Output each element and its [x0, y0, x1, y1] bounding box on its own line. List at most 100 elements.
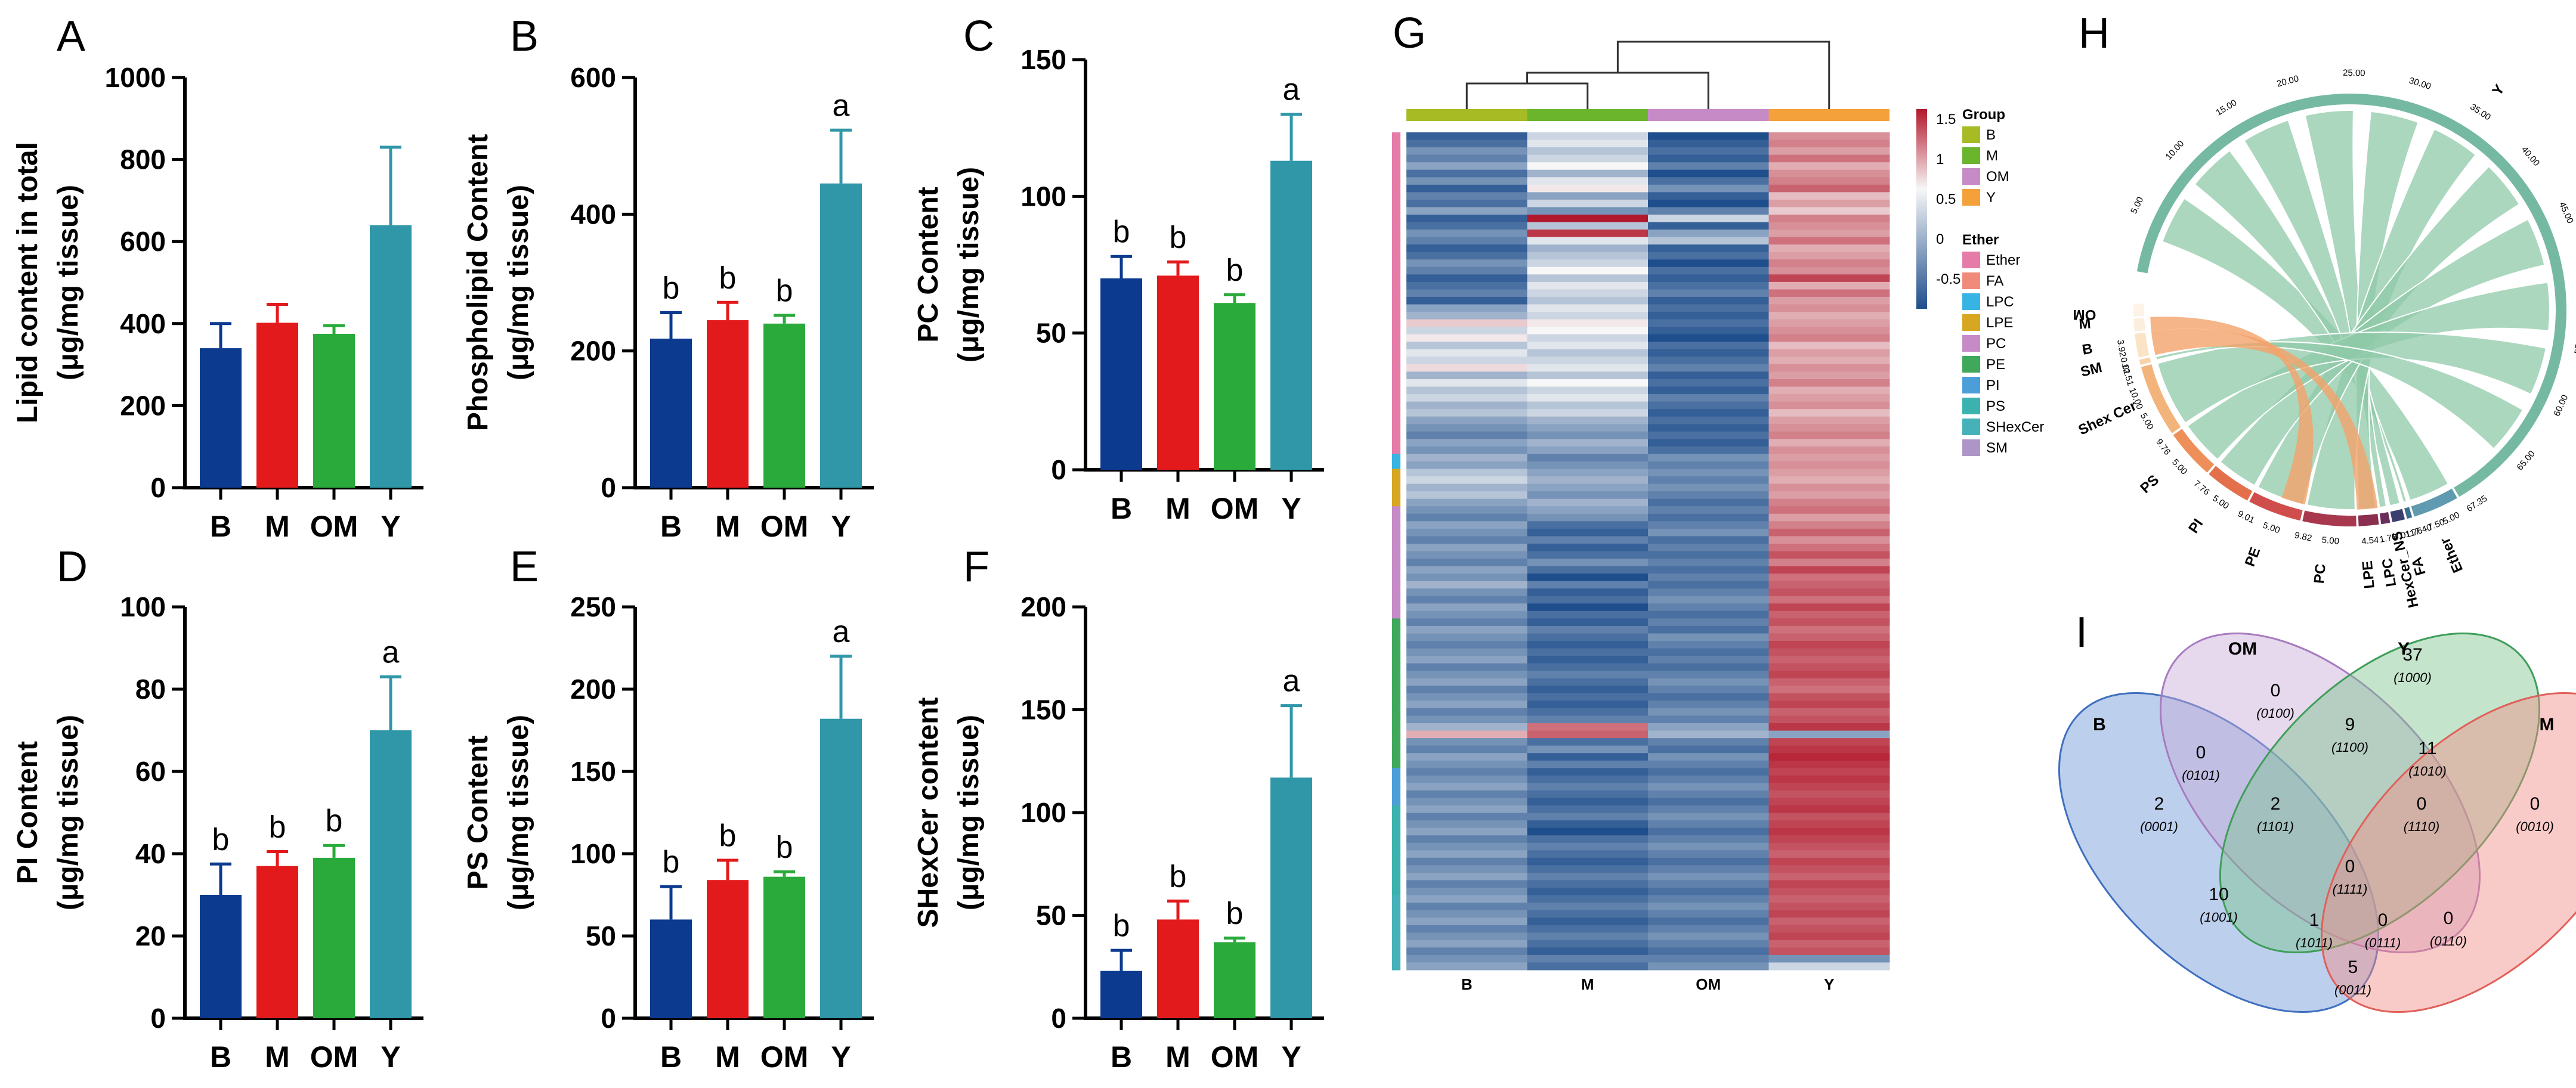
significance-letter: b: [1226, 253, 1244, 287]
heatmap-cell: [1648, 506, 1769, 514]
row-class-annotation: [1392, 917, 1400, 926]
column-label: B: [1461, 975, 1473, 993]
heatmap-cell: [1768, 783, 1890, 791]
heatmap-cell: [1406, 140, 1527, 148]
heatmap-cell: [1768, 723, 1890, 731]
heatmap-cell: [1648, 192, 1769, 200]
heatmap-cell: [1648, 566, 1769, 574]
significance-letter: b: [1113, 215, 1130, 249]
bar-B: [1100, 278, 1142, 470]
significance-letter: b: [776, 274, 793, 308]
heatmap-cell: [1648, 790, 1769, 798]
bar-B: [1100, 971, 1142, 1018]
bar-panel-F: F 0 50 100 150 200 Bb Mb OM b Ya SHexCer content (μg…: [913, 543, 1324, 1074]
y-axis-label: (μg/mg tissue): [52, 185, 84, 380]
heatmap-cell: [1406, 596, 1527, 604]
heatmap-cell: [1648, 416, 1769, 424]
y-axis-label: (μg/mg tissue): [953, 715, 985, 910]
heatmap-cell: [1406, 289, 1527, 297]
heatmap-cell: [1768, 656, 1890, 664]
heatmap-cell: [1527, 625, 1649, 634]
heatmap-cell: [1527, 798, 1649, 806]
heatmap-cell: [1406, 588, 1527, 597]
chord-tick-label: 9.76: [2154, 437, 2172, 457]
heatmap-cell: [1648, 910, 1769, 918]
row-class-annotation: [1392, 857, 1400, 866]
significance-letter: a: [833, 615, 850, 649]
heatmap-cell: [1768, 925, 1890, 933]
heatmap-cell: [1527, 663, 1649, 671]
row-class-annotation: [1392, 424, 1400, 432]
heatmap-cell: [1527, 140, 1649, 148]
heatmap-cell: [1768, 543, 1890, 551]
bar-B: [650, 339, 692, 488]
heatmap-cell: [1648, 469, 1769, 477]
heatmap-cell: [1768, 491, 1890, 500]
heatmap-cell: [1527, 454, 1649, 462]
venn-region-code: (0110): [2430, 934, 2467, 948]
heatmap-cell: [1527, 910, 1649, 918]
heatmap-cell: [1648, 715, 1769, 724]
row-class-annotation: [1392, 768, 1400, 776]
heatmap-cell: [1406, 738, 1527, 746]
row-class-annotation: [1392, 566, 1400, 574]
chord-tick-label: 35.00: [2468, 102, 2492, 123]
heatmap-cell: [1648, 745, 1769, 754]
heatmap-cell: [1768, 551, 1890, 559]
heatmap-cell: [1527, 431, 1649, 439]
panel-letter-H: H: [2079, 10, 2110, 57]
row-class-annotation: [1392, 222, 1400, 230]
x-tick-label: B: [1111, 492, 1132, 525]
row-class-annotation: [1392, 543, 1400, 551]
legend-class-swatch: [1962, 272, 1980, 289]
heatmap-cell: [1648, 581, 1769, 589]
row-class-annotation: [1392, 798, 1400, 806]
row-class-annotation: [1392, 827, 1400, 836]
heatmap-cell: [1768, 162, 1890, 171]
chord-segment-arc: [2404, 507, 2413, 519]
heatmap-cell: [1648, 439, 1769, 447]
heatmap-cell: [1527, 783, 1649, 791]
y-tick-label: 600: [120, 226, 166, 257]
heatmap-cell: [1768, 663, 1890, 671]
heatmap-cell: [1406, 827, 1527, 836]
chord-segment-label: PC: [2311, 563, 2329, 584]
significance-letter: b: [663, 845, 680, 879]
y-tick-label: 0: [150, 472, 166, 503]
row-class-annotation: [1392, 431, 1400, 439]
heatmap-cell: [1406, 947, 1527, 956]
color-scale-tick-label: 0.5: [1936, 191, 1956, 207]
bar-OM: [763, 876, 805, 1018]
y-tick-label: 80: [135, 674, 166, 705]
y-tick-label: 50: [1036, 900, 1066, 931]
heatmap-cell: [1768, 895, 1890, 903]
row-class-annotation: [1392, 551, 1400, 559]
heatmap-cell: [1768, 461, 1890, 470]
significance-letter: b: [212, 822, 230, 857]
row-class-annotation: [1392, 850, 1400, 858]
heatmap-cell: [1527, 610, 1649, 619]
row-class-annotation: [1392, 409, 1400, 417]
row-class-annotation: [1392, 700, 1400, 709]
heatmap-cell: [1768, 790, 1890, 798]
bar-panel-A: A 0 200 400 600 800 1000 B M OM Y Lipid content in …: [12, 13, 423, 543]
heatmap-cell: [1648, 760, 1769, 768]
heatmap-cell: [1406, 962, 1527, 971]
heatmap-cell: [1768, 581, 1890, 589]
heatmap-cell: [1527, 656, 1649, 664]
row-class-annotation: [1392, 954, 1400, 963]
heatmap-cell: [1648, 394, 1769, 402]
heatmap-cell: [1406, 700, 1527, 709]
heatmap-cell: [1648, 169, 1769, 178]
panel-letter-A: A: [57, 13, 85, 60]
heatmap-cell: [1648, 888, 1769, 896]
chord-tick-label: 60.00: [2552, 393, 2570, 418]
chord-tick-label: 9.01: [2236, 509, 2256, 525]
heatmap-cell: [1527, 281, 1649, 290]
bar-Y: [820, 718, 862, 1018]
heatmap-cell: [1648, 962, 1769, 971]
row-class-annotation: [1392, 506, 1400, 514]
row-class-annotation: [1392, 446, 1400, 454]
heatmap-cell: [1527, 880, 1649, 888]
row-class-annotation: [1392, 903, 1400, 911]
